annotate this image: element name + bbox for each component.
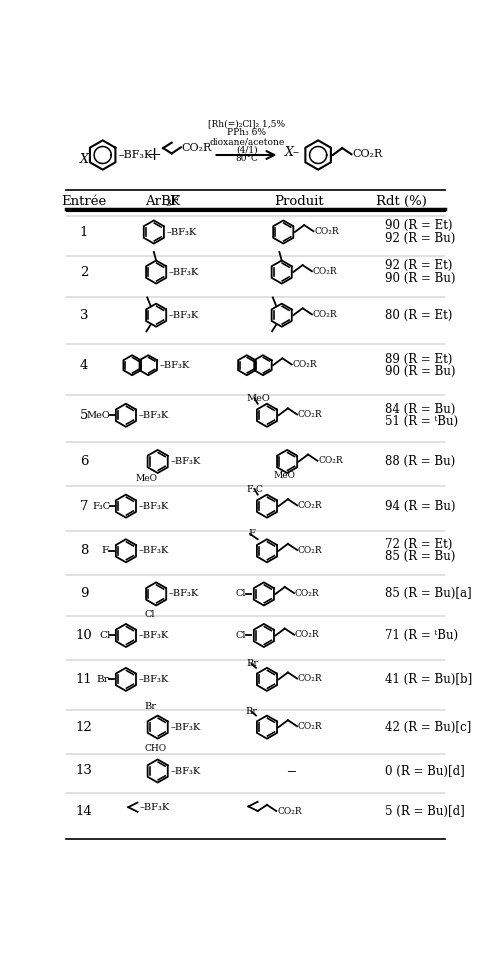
Text: 85 (R = Bu): 85 (R = Bu) [385, 551, 455, 563]
Text: [Rh(=)₂Cl]₂ 1,5%: [Rh(=)₂Cl]₂ 1,5% [208, 120, 285, 128]
Text: K: K [169, 194, 179, 208]
Text: 90 (R = Et): 90 (R = Et) [385, 219, 452, 233]
Text: 10: 10 [76, 629, 92, 642]
Text: CO₂R: CO₂R [292, 360, 317, 369]
Text: 92 (R = Bu): 92 (R = Bu) [385, 232, 455, 244]
Text: Rdt (%): Rdt (%) [376, 194, 427, 208]
Text: 41 (R = Bu)[b]: 41 (R = Bu)[b] [385, 673, 472, 686]
Text: CO₂R: CO₂R [298, 674, 322, 683]
Text: 12: 12 [76, 720, 92, 734]
Text: Br: Br [144, 702, 156, 711]
Text: Cl: Cl [236, 589, 246, 599]
Text: CO₂R: CO₂R [313, 266, 337, 276]
Text: CO₂R: CO₂R [298, 721, 322, 731]
Text: ArBF: ArBF [145, 194, 180, 208]
Text: X: X [80, 153, 88, 166]
Text: CO₂R: CO₂R [277, 807, 302, 815]
Text: 92 (R = Et): 92 (R = Et) [385, 260, 452, 272]
Text: 42 (R = Bu)[c]: 42 (R = Bu)[c] [385, 720, 471, 734]
Text: 14: 14 [76, 806, 92, 818]
Text: 5 (R = Bu)[d]: 5 (R = Bu)[d] [385, 806, 465, 818]
Text: MeO: MeO [247, 394, 270, 402]
Text: 2: 2 [80, 265, 88, 279]
Text: 8: 8 [80, 544, 88, 558]
Text: –BF₃K: –BF₃K [170, 457, 201, 466]
Text: MeO: MeO [274, 470, 296, 480]
Text: 6: 6 [80, 455, 88, 468]
Text: Br: Br [247, 659, 259, 669]
Text: CO₂R: CO₂R [298, 501, 322, 510]
Text: CO₂R: CO₂R [313, 309, 337, 319]
Text: 88 (R = Bu): 88 (R = Bu) [385, 455, 455, 468]
Text: CO₂R: CO₂R [318, 456, 343, 466]
Text: –BF₃K: –BF₃K [138, 502, 169, 511]
Text: 94 (R = Bu): 94 (R = Bu) [385, 500, 455, 513]
Text: CO₂R: CO₂R [314, 227, 339, 236]
Text: –BF₃K: –BF₃K [138, 546, 169, 556]
Text: –BF₃K: –BF₃K [170, 722, 201, 732]
Text: 3: 3 [80, 308, 88, 322]
Text: F₃C: F₃C [247, 485, 263, 493]
Text: F₃C: F₃C [92, 502, 110, 511]
Text: 84 (R = Bu): 84 (R = Bu) [385, 402, 455, 416]
Text: X–: X– [285, 147, 300, 159]
Text: 89 (R = Et): 89 (R = Et) [385, 353, 452, 366]
Text: 71 (R = ᵗBu): 71 (R = ᵗBu) [385, 629, 458, 642]
Text: CO₂R: CO₂R [352, 149, 382, 159]
Text: Cl: Cl [145, 610, 155, 619]
Text: MeO: MeO [87, 411, 110, 420]
Text: –BF₃K: –BF₃K [138, 411, 169, 420]
Text: –BF₃K: –BF₃K [169, 589, 199, 599]
Text: Produit: Produit [274, 194, 323, 208]
Text: PPh₃ 6%: PPh₃ 6% [228, 128, 266, 137]
Text: CO₂R: CO₂R [182, 143, 212, 153]
Text: 51 (R = ᵗBu): 51 (R = ᵗBu) [385, 415, 458, 428]
Text: 80°C: 80°C [236, 154, 258, 164]
Text: 4: 4 [80, 358, 88, 372]
Text: dioxane/acetone: dioxane/acetone [209, 137, 284, 147]
Text: 80 (R = Et): 80 (R = Et) [385, 308, 452, 322]
Text: +: + [146, 146, 161, 164]
Text: CO₂R: CO₂R [298, 410, 322, 419]
Text: Br: Br [246, 707, 257, 717]
Text: (4/1): (4/1) [236, 146, 257, 155]
Text: 11: 11 [76, 673, 92, 686]
Text: Cl: Cl [236, 631, 246, 640]
Text: –: – [286, 762, 296, 780]
Text: Cl: Cl [99, 631, 110, 640]
Text: 85 (R = Bu)[a]: 85 (R = Bu)[a] [385, 587, 472, 601]
Text: –BF₃K: –BF₃K [138, 631, 169, 640]
Text: F: F [102, 546, 109, 556]
Text: MeO: MeO [135, 474, 157, 483]
Text: –BF₃K: –BF₃K [118, 150, 153, 160]
Text: CO₂R: CO₂R [298, 545, 322, 555]
Text: CO₂R: CO₂R [295, 588, 319, 598]
Text: 5: 5 [80, 409, 88, 422]
Text: CO₂R: CO₂R [295, 630, 319, 639]
Text: 72 (R = Et): 72 (R = Et) [385, 538, 452, 551]
Text: –BF₃K: –BF₃K [169, 310, 199, 320]
Text: 0 (R = Bu)[d]: 0 (R = Bu)[d] [385, 764, 465, 778]
Text: 7: 7 [80, 500, 88, 513]
Text: 90 (R = Bu): 90 (R = Bu) [385, 365, 455, 377]
Text: –BF₃K: –BF₃K [169, 267, 199, 277]
Text: Entrée: Entrée [61, 194, 107, 208]
Text: –BF₃K: –BF₃K [170, 766, 201, 775]
Text: CHO: CHO [145, 744, 167, 753]
Text: –BF₃K: –BF₃K [139, 803, 169, 811]
Text: Br: Br [96, 674, 109, 684]
Text: 13: 13 [76, 764, 92, 778]
Text: 9: 9 [80, 587, 88, 601]
Text: –BF₃K: –BF₃K [166, 227, 197, 237]
Text: 90 (R = Bu): 90 (R = Bu) [385, 272, 455, 285]
Text: F: F [249, 530, 255, 538]
Text: –BF₃K: –BF₃K [138, 674, 169, 684]
Text: 3: 3 [166, 199, 171, 208]
Text: 1: 1 [80, 225, 88, 239]
Text: –BF₃K: –BF₃K [159, 361, 189, 370]
